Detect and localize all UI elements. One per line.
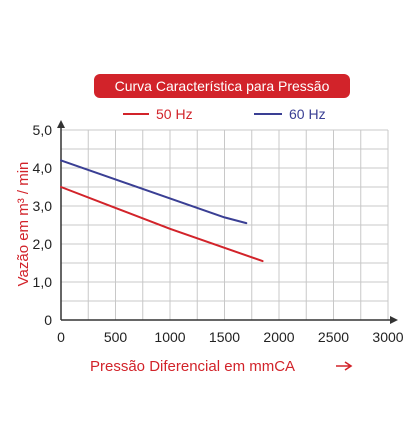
y-tick-label: 1,0 [33, 274, 53, 290]
tick-labels: 0 500 1000 1500 2000 2500 3000 0 1,0 2,0 3,0 4,0 5,0 [33, 122, 404, 345]
y-tick-label: 2,0 [33, 236, 53, 252]
y-axis-label: Vazão em m³ / min [15, 162, 32, 287]
x-tick-label: 1000 [154, 329, 185, 345]
axes [57, 120, 398, 324]
y-tick-label: 3,0 [33, 198, 53, 214]
y-tick-label: 0 [44, 312, 52, 328]
x-tick-label: 2000 [263, 329, 294, 345]
title-banner: Curva Característica para Pressão [94, 74, 350, 98]
grid [61, 129, 389, 320]
x-tick-label: 0 [57, 329, 65, 345]
y-tick-label: 4,0 [33, 160, 53, 176]
series-lines [60, 159, 264, 263]
x-tick-label: 3000 [372, 329, 403, 345]
x-tick-label: 1500 [209, 329, 240, 345]
y-tick-label: 5,0 [33, 122, 53, 138]
series-line-60hz [60, 159, 248, 225]
x-axis-label: Pressão Diferencial em mmCA [90, 358, 295, 375]
title-background [94, 74, 350, 98]
x-axis-label-arrow-icon [336, 361, 353, 371]
x-tick-label: 2500 [318, 329, 349, 345]
legend: 50 Hz 60 Hz [123, 106, 326, 122]
x-axis-title: Pressão Diferencial em mmCA [90, 358, 353, 375]
x-axis-arrow-icon [390, 316, 398, 324]
legend-label-60hz: 60 Hz [289, 106, 326, 122]
series-line-50hz [60, 186, 264, 263]
chart-title: Curva Característica para Pressão [115, 78, 330, 94]
legend-label-50hz: 50 Hz [156, 106, 193, 122]
y-axis-arrow-icon [57, 120, 65, 128]
x-tick-label: 500 [104, 329, 128, 345]
